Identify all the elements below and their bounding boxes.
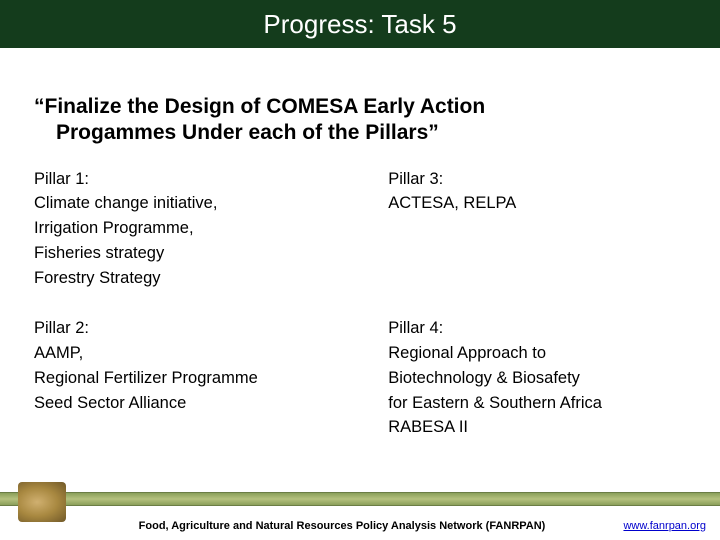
pillar-line: ACTESA, RELPA — [388, 191, 690, 216]
content-area: “Finalize the Design of COMESA Early Act… — [0, 48, 720, 440]
pillar-title: Pillar 3: — [388, 167, 690, 192]
heading-line1: “Finalize the Design of COMESA Early Act… — [34, 95, 485, 118]
pillar-line: AAMP, — [34, 341, 388, 366]
pillar-2: Pillar 2: AAMP, Regional Fertilizer Prog… — [34, 316, 388, 440]
pillar-title: Pillar 1: — [34, 167, 388, 192]
heading: “Finalize the Design of COMESA Early Act… — [34, 94, 690, 147]
pillar-1: Pillar 1: Climate change initiative, Irr… — [34, 167, 388, 291]
pillar-line: Biotechnology & Biosafety — [388, 366, 690, 391]
heading-line2: Progammes Under each of the Pillars” — [34, 120, 690, 146]
footer-bar — [0, 492, 720, 506]
pillar-line: Irrigation Programme, — [34, 216, 388, 241]
title-bar: Progress: Task 5 — [0, 0, 720, 48]
pillar-4: Pillar 4: Regional Approach to Biotechno… — [388, 316, 690, 440]
pillar-line: Regional Approach to — [388, 341, 690, 366]
pillar-3: Pillar 3: ACTESA, RELPA — [388, 167, 690, 291]
pillar-line: Seed Sector Alliance — [34, 391, 388, 416]
pillar-title: Pillar 2: — [34, 316, 388, 341]
pillars-grid: Pillar 1: Climate change initiative, Irr… — [34, 167, 690, 441]
pillar-line: Forestry Strategy — [34, 266, 388, 291]
pillar-title: Pillar 4: — [388, 316, 690, 341]
footer-link[interactable]: www.fanrpan.org — [623, 520, 706, 532]
pillar-line: Regional Fertilizer Programme — [34, 366, 388, 391]
pillar-line: for Eastern & Southern Africa — [388, 391, 690, 416]
footer-org-name: Food, Agriculture and Natural Resources … — [94, 520, 590, 532]
pillar-line: Fisheries strategy — [34, 241, 388, 266]
slide-title: Progress: Task 5 — [263, 9, 456, 40]
pillar-line: RABESA II — [388, 415, 690, 440]
pillar-line: Climate change initiative, — [34, 191, 388, 216]
footer-logo-icon — [18, 482, 66, 522]
